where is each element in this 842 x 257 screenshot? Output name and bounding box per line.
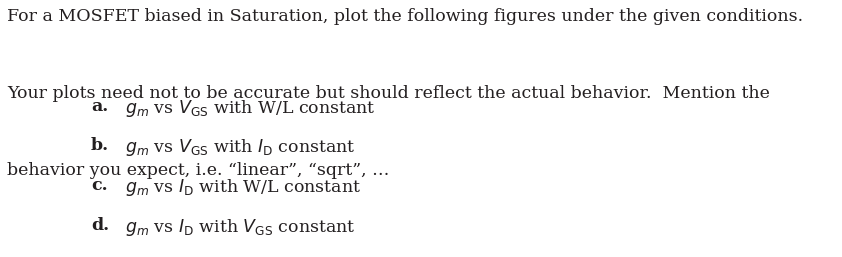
Text: d.: d.: [91, 217, 109, 234]
Text: Your plots need not to be accurate but should reflect the actual behavior.  Ment: Your plots need not to be accurate but s…: [7, 85, 770, 102]
Text: b.: b.: [91, 137, 109, 154]
Text: For a MOSFET biased in Saturation, plot the following figures under the given co: For a MOSFET biased in Saturation, plot …: [7, 8, 803, 25]
Text: $g_{m}$ vs $V_{\mathrm{GS}}$ with W/L constant: $g_{m}$ vs $V_{\mathrm{GS}}$ with W/L co…: [125, 98, 376, 119]
Text: $g_{m}$ vs $I_{\mathrm{D}}$ with $V_{\mathrm{GS}}$ constant: $g_{m}$ vs $I_{\mathrm{D}}$ with $V_{\ma…: [125, 217, 355, 238]
Text: a.: a.: [91, 98, 108, 115]
Text: behavior you expect, i.e. “linear”, “sqrt”, …: behavior you expect, i.e. “linear”, “sqr…: [7, 162, 389, 179]
Text: $g_{m}$ vs $V_{\mathrm{GS}}$ with $I_{\mathrm{D}}$ constant: $g_{m}$ vs $V_{\mathrm{GS}}$ with $I_{\m…: [125, 137, 355, 159]
Text: $g_{m}$ vs $I_{\mathrm{D}}$ with W/L constant: $g_{m}$ vs $I_{\mathrm{D}}$ with W/L con…: [125, 177, 360, 198]
Text: c.: c.: [91, 177, 108, 194]
